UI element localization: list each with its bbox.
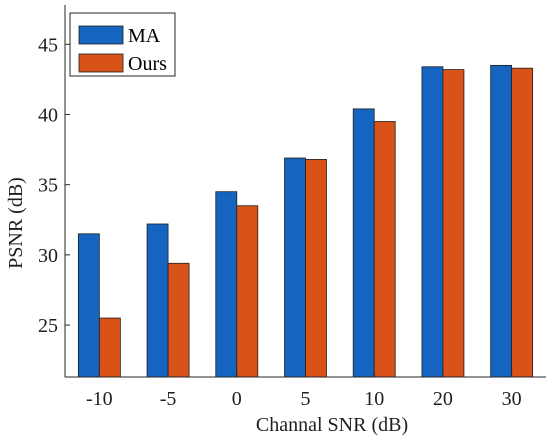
legend-label-ma: MA <box>128 25 161 47</box>
bar-ours-20 <box>442 69 465 378</box>
legend-swatch-ours <box>78 53 124 73</box>
legend-swatch-ma <box>78 25 124 45</box>
y-tick-label: 45 <box>38 34 58 56</box>
bar-ma-0 <box>215 191 238 378</box>
bar-ma--10 <box>77 233 100 378</box>
x-axis-title: Channal SNR (dB) <box>256 414 408 436</box>
bar-ours--10 <box>98 317 121 378</box>
bar-ma-5 <box>284 157 306 378</box>
x-tick-label: -5 <box>160 388 177 410</box>
bar-ours-5 <box>305 159 327 378</box>
bar-ma--5 <box>146 223 169 378</box>
y-tick-label: 40 <box>38 104 58 126</box>
bar-ours--5 <box>167 262 190 378</box>
x-tick-label: 0 <box>232 388 242 410</box>
x-tick-label: 5 <box>301 388 311 410</box>
y-tick-label: 30 <box>38 245 58 267</box>
bar-ma-20 <box>421 66 444 378</box>
bar-ma-10 <box>352 108 375 378</box>
y-tick-label: 35 <box>38 175 58 197</box>
x-tick-label: 20 <box>433 388 453 410</box>
x-tick-label: 10 <box>364 388 384 410</box>
bar-ours-0 <box>236 205 259 378</box>
x-tick-label: 30 <box>502 388 522 410</box>
x-tick-label: -10 <box>86 388 113 410</box>
bars-layer <box>77 64 534 378</box>
legend: MA Ours <box>69 12 176 77</box>
y-tick-label: 25 <box>38 315 58 337</box>
y-axis-title: PSNR (dB) <box>5 177 27 269</box>
bar-ours-30 <box>511 67 534 378</box>
axes-layer: -10 -5 0 5 10 20 30 25 30 35 40 45 <box>38 5 546 410</box>
bar-ours-10 <box>373 121 396 378</box>
legend-label-ours: Ours <box>128 53 167 75</box>
bar-ma-30 <box>490 64 513 378</box>
